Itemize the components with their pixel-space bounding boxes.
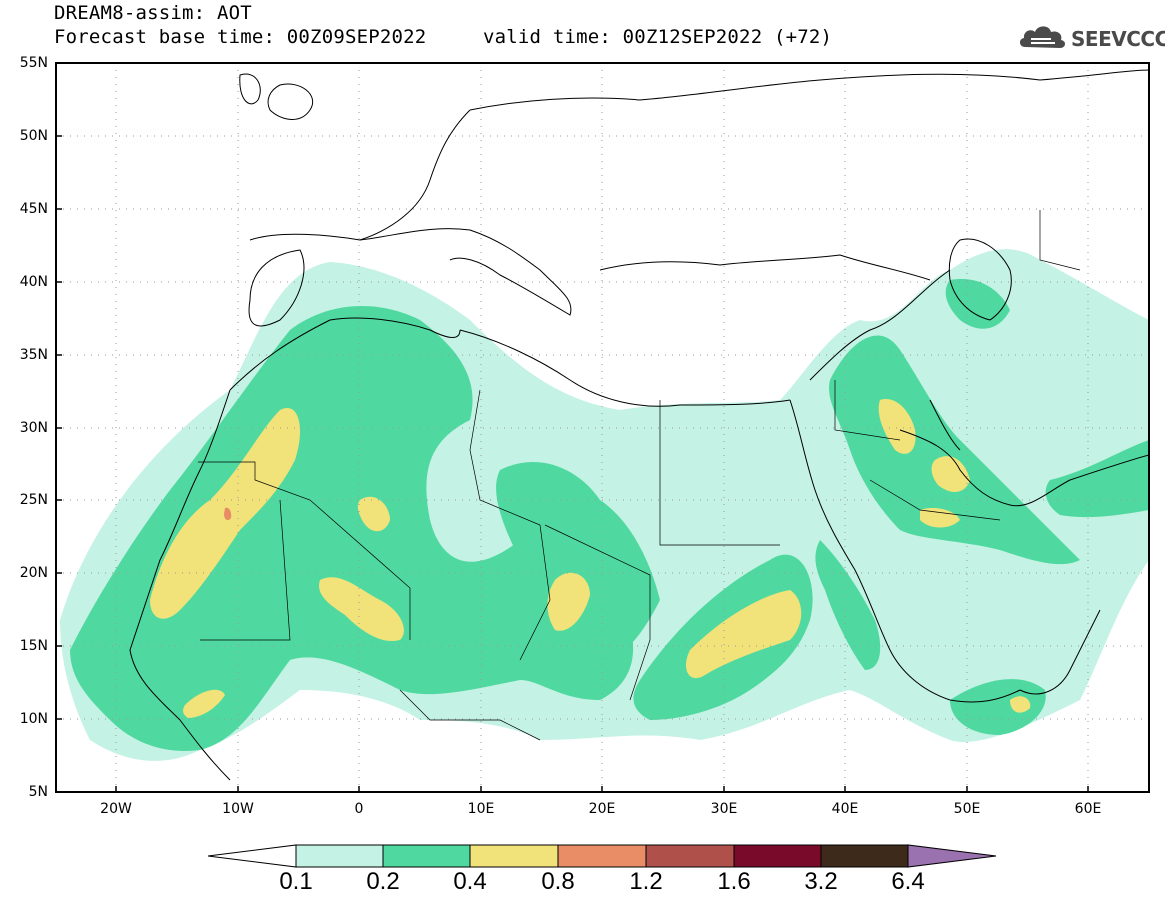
lon-label-50e: 50E [953,801,981,817]
lon-label-10w: 10W [222,801,254,817]
aot-level-0.4-somalia [1010,696,1031,713]
colorbar [207,844,997,868]
lat-label-25n: 25N [19,492,48,508]
aot-level-0.4-chad [547,572,590,631]
lon-label-30e: 30E [710,801,738,817]
colorbar-label-0.4: 0.4 [453,868,487,895]
aot-level-0.4-mali [319,577,404,641]
chart-title: DREAM8-assim: AOT [54,2,252,24]
axis-ticks [56,62,1089,793]
aot-level-0.2-arabia [829,335,1080,565]
colorbar-label-0.2: 0.2 [366,868,400,895]
lat-lon-grid [56,63,1149,792]
lat-label-35n: 35N [19,347,48,363]
lat-label-40n: 40N [19,274,48,290]
aot-level-0.2-caspian [945,279,1010,329]
colorbar-swatch-0.4 [469,844,559,868]
aot-level-0.4-senegal [183,689,225,718]
colorbar-label-1.6: 1.6 [717,868,751,895]
colorbar-swatch-1.6 [733,844,822,868]
lat-label-50n: 50N [19,128,48,144]
lon-label-40e: 40E [831,801,859,817]
lat-label-20n: 20N [19,565,48,581]
colorbar-label-1.2: 1.2 [629,868,663,895]
aot-level-0.4-iraq [878,399,916,454]
colorbar-swatch-3.2 [820,844,909,868]
lat-label-30n: 30N [19,420,48,436]
aot-level-0.8-spot [224,507,232,521]
aot-level-0.2-gulf [1045,440,1149,518]
colorbar-swatch-0.2 [382,844,471,868]
cloud-icon [1019,26,1066,48]
colorbar-over-arrow [907,844,997,868]
borders [198,210,1081,741]
aot-level-0.4-algeria [357,496,390,532]
colorbar-label-6.4: 6.4 [891,868,925,895]
colorbar-label-3.2: 3.2 [804,868,838,895]
coastlines [129,69,1149,781]
colorbar-swatch-1.2 [645,844,735,868]
aot-contours [60,249,1149,761]
lat-label-5n: 5N [28,784,48,800]
lon-label-60e: 60E [1074,801,1102,817]
lon-label-0: 0 [354,801,364,817]
colorbar-under-arrow [207,844,297,868]
aot-level-0.2-somalia [950,679,1046,735]
valid-time: valid time: 00Z12SEP2022 (+72) [483,26,833,48]
aot-level-0.4-sudan [685,590,802,679]
aot-level-0.2-redsea [815,540,881,670]
lat-label-10n: 10N [19,711,48,727]
lon-label-20w: 20W [100,801,132,817]
lon-label-10e: 10E [467,801,495,817]
lat-label-55n: 55N [19,55,48,71]
lat-label-45n: 45N [19,201,48,217]
seevccc-logo: SEEVCCC [1017,21,1165,57]
lon-label-20e: 20E [588,801,616,817]
aot-level-0.4-kuwait [931,456,970,492]
lat-label-15n: 15N [19,638,48,654]
colorbar-label-0.1: 0.1 [279,868,313,895]
aot-level-0.2-center [496,461,660,660]
aot-level-0.4-rubal [920,508,960,528]
colorbar-label-0.8: 0.8 [541,868,575,895]
logo-text: SEEVCCC [1071,27,1165,51]
colorbar-swatch-0.8 [557,844,647,868]
forecast-base-time: Forecast base time: 00Z09SEP2022 [54,26,427,48]
colorbar-swatch-0.1 [295,844,384,868]
